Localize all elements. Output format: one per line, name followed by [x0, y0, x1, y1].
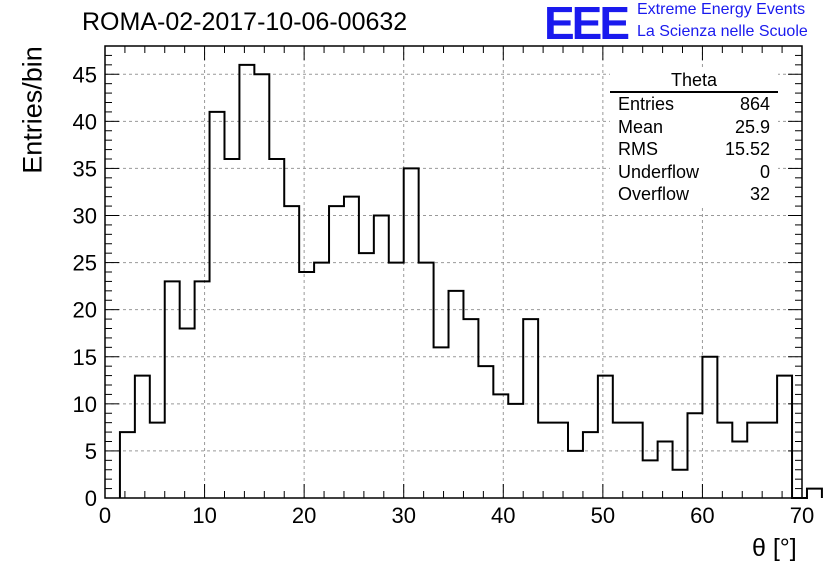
y-tick-label: 5 — [85, 439, 97, 464]
stats-row-mean: Mean 25.9 — [610, 116, 778, 139]
y-tick-label: 45 — [73, 62, 97, 87]
stats-label: Entries — [618, 94, 675, 114]
stats-row-overflow: Overflow 32 — [610, 183, 778, 206]
histogram-bin — [478, 366, 493, 498]
histogram-bin — [419, 263, 434, 498]
x-axis-label: θ [°] — [752, 534, 797, 562]
histogram-bin — [613, 423, 628, 498]
y-tick-label: 10 — [73, 392, 97, 417]
histogram-bin — [762, 423, 777, 498]
y-axis-label: Entries/bin — [17, 46, 48, 174]
histogram-bin — [523, 319, 538, 498]
stats-row-entries: Entries 864 — [610, 93, 778, 116]
histogram-bin — [210, 112, 225, 498]
y-tick-label: 40 — [73, 109, 97, 134]
x-tick-label: 60 — [690, 503, 714, 528]
histogram-bin — [658, 442, 673, 499]
x-tick-label: 0 — [99, 503, 111, 528]
run-title: ROMA-02-2017-10-06-00632 — [82, 8, 408, 36]
histogram-bin — [180, 329, 195, 499]
histogram-bin — [329, 206, 344, 498]
histogram-bin — [568, 451, 583, 498]
stats-value: 0 — [759, 161, 770, 182]
histogram-bin — [284, 206, 299, 498]
logo-subtitle-1: Extreme Energy Events — [637, 1, 806, 18]
x-tick-label: 70 — [790, 503, 814, 528]
stats-value: 25.9 — [734, 116, 770, 137]
y-tick-label: 15 — [73, 345, 97, 370]
histogram-bin — [628, 423, 643, 498]
y-tick-label: 20 — [73, 298, 97, 323]
x-tick-label: 20 — [292, 503, 316, 528]
histogram-bin — [583, 432, 598, 498]
stats-box: Theta Entries 864 Mean 25.9 RMS 15.52 Un… — [610, 70, 778, 206]
histogram-bin — [673, 470, 688, 498]
histogram-bin — [389, 263, 404, 498]
stats-row-rms: RMS 15.52 — [610, 138, 778, 161]
histogram-bin — [344, 197, 359, 498]
histogram-bin — [359, 253, 374, 498]
stats-title: Theta — [610, 70, 778, 93]
histogram-bin — [553, 423, 568, 498]
stats-label: RMS — [618, 139, 658, 160]
stats-value: 32 — [749, 184, 770, 205]
histogram-bin — [434, 347, 449, 498]
histogram-bin — [269, 159, 284, 498]
histogram-bin — [224, 159, 239, 498]
histogram-bin — [195, 281, 210, 498]
histogram-bin — [254, 74, 269, 498]
histogram-bin — [135, 376, 150, 498]
x-tick-label: 50 — [591, 503, 615, 528]
y-tick-label: 30 — [73, 204, 97, 229]
stats-label: Underflow — [618, 161, 700, 182]
histogram-bin — [687, 413, 702, 498]
stats-row-underflow: Underflow 0 — [610, 161, 778, 184]
histogram-bin — [239, 65, 254, 498]
histogram-bin — [598, 376, 613, 498]
histogram-bin — [404, 168, 419, 498]
histogram-series — [118, 63, 823, 499]
stats-value: 15.52 — [724, 139, 770, 160]
eee-logo: EEE — [544, 0, 630, 49]
y-tick-label: 25 — [73, 251, 97, 276]
histogram-bin — [747, 423, 762, 498]
histogram-bin — [807, 489, 822, 498]
stats-value: 864 — [739, 94, 770, 114]
histogram-bin — [120, 432, 135, 498]
histogram-bin — [449, 291, 464, 498]
histogram-bin — [777, 376, 792, 498]
histogram-bin — [314, 263, 329, 498]
histogram-bin — [299, 272, 314, 498]
histogram-bin — [732, 442, 747, 499]
histogram-bin — [538, 423, 553, 498]
logo-subtitle-2: La Scienza nelle Scuole — [637, 23, 808, 40]
histogram-bin — [165, 281, 180, 498]
histogram-bin — [463, 319, 478, 498]
histogram-bin — [702, 357, 717, 498]
x-tick-label: 30 — [391, 503, 415, 528]
stats-label: Mean — [618, 116, 664, 137]
plot-frame — [104, 45, 803, 499]
histogram-bin — [150, 423, 165, 498]
histogram-bin — [493, 394, 508, 498]
y-tick-label: 0 — [85, 486, 97, 511]
y-tick-label: 35 — [73, 156, 97, 181]
stats-label: Overflow — [618, 184, 690, 205]
x-tick-label: 10 — [192, 503, 216, 528]
x-tick-label: 40 — [491, 503, 515, 528]
histogram-bin — [643, 460, 658, 498]
histogram-bin — [717, 423, 732, 498]
